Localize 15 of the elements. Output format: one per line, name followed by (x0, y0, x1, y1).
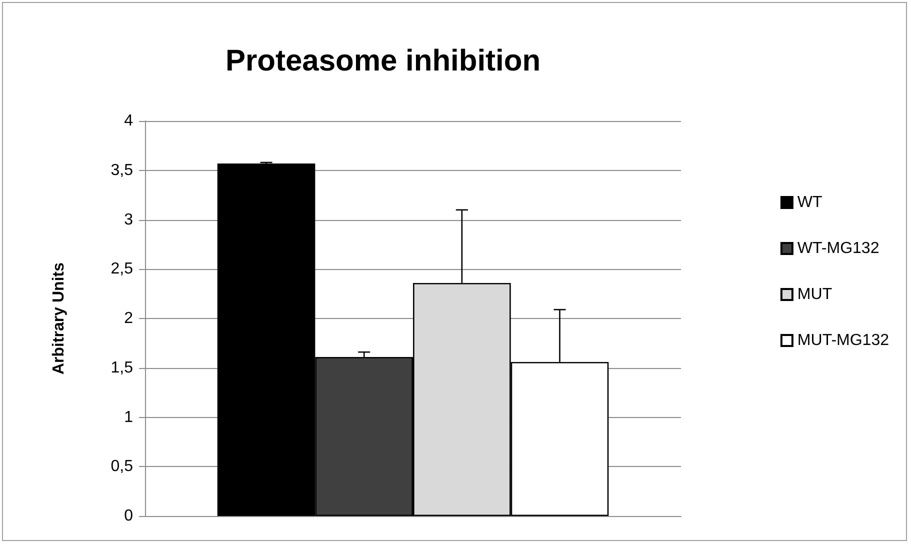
legend-label: WT (797, 194, 823, 211)
y-tick-label: 3,5 (110, 162, 134, 179)
y-tick-label: 1,5 (110, 359, 134, 376)
legend-label: WT-MG132 (797, 240, 880, 257)
y-axis-title: Arbitrary Units (50, 262, 68, 375)
y-tick-label: 0,5 (110, 458, 134, 476)
y-tick-label: 3 (124, 211, 134, 228)
y-tick-label: 1 (124, 408, 134, 426)
legend-label: MUT (797, 286, 832, 303)
y-tick-label: 0 (124, 508, 134, 524)
chart-title: Proteasome inhibition (225, 44, 541, 78)
legend-label: MUT-MG132 (797, 332, 890, 349)
y-tick-label: 2 (124, 310, 134, 327)
y-tick-label: 2,5 (110, 260, 134, 278)
y-tick-label: 4 (124, 112, 134, 130)
